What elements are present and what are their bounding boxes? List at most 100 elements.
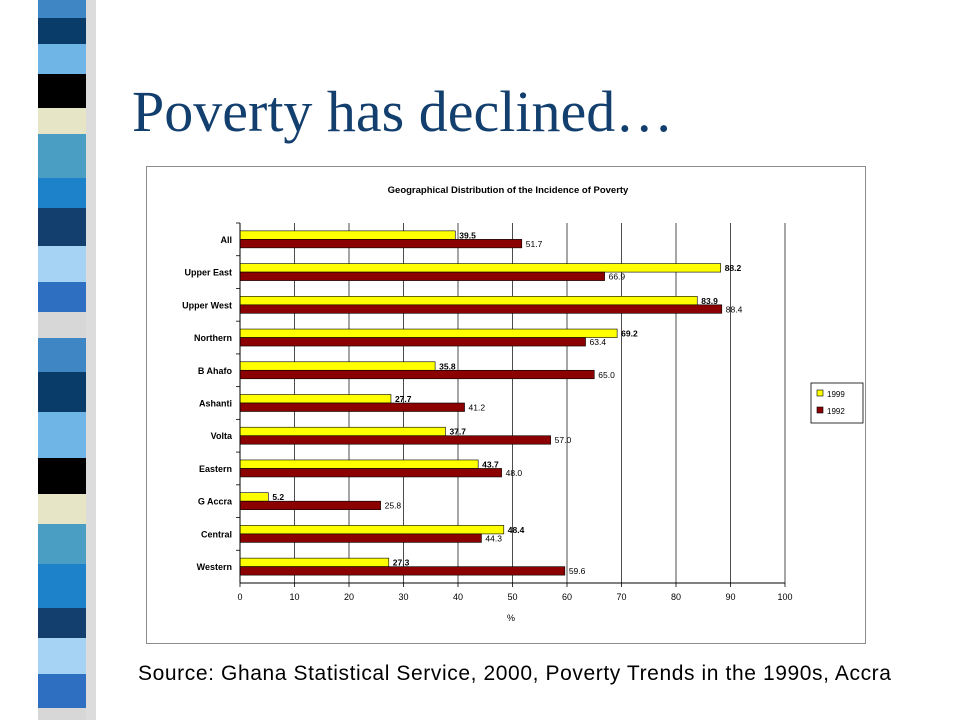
bar-1999 — [239, 263, 721, 273]
stripe-edge — [86, 0, 96, 720]
x-tick-label: 40 — [453, 592, 463, 602]
stripe-block — [38, 178, 88, 208]
data-label-1992: 48.0 — [506, 468, 523, 478]
data-label-1999: 83.9 — [701, 296, 718, 306]
data-label-1992: 44.3 — [485, 533, 502, 543]
bar-1992 — [239, 500, 381, 510]
bar-1992 — [239, 402, 465, 412]
data-label-1992: 51.7 — [526, 239, 543, 249]
bar-1999 — [239, 459, 479, 469]
stripe-block — [38, 338, 88, 372]
data-label-1999: 88.2 — [725, 263, 742, 273]
legend-box — [810, 382, 864, 424]
data-label-1999: 43.7 — [482, 459, 499, 469]
legend-swatch-1992 — [816, 406, 824, 414]
data-label-1999: 48.4 — [508, 525, 525, 535]
bar-1992 — [239, 369, 595, 380]
chart-frame: Geographical Distribution of the Inciden… — [146, 166, 866, 644]
stripe-block — [38, 708, 88, 720]
x-tick-label: 30 — [398, 592, 408, 602]
bar-1992 — [239, 239, 523, 249]
stripe-block — [38, 74, 88, 108]
bar-1999 — [239, 230, 456, 240]
legend-swatch-1999 — [816, 389, 824, 397]
x-tick-label: 10 — [289, 592, 299, 602]
bar-1992 — [239, 337, 586, 347]
data-label-1992: 57.0 — [555, 435, 572, 445]
stripe-block — [38, 564, 88, 608]
data-label-1992: 63.4 — [590, 337, 607, 347]
stripe-block — [38, 674, 88, 708]
decorative-stripe — [38, 0, 96, 720]
bar-1999 — [239, 525, 505, 535]
stripe-block — [38, 282, 88, 312]
stripe-block — [38, 524, 88, 564]
x-tick-label: 20 — [344, 592, 354, 602]
x-tick-label: 100 — [777, 592, 792, 602]
y-category-label: Ashanti — [199, 399, 232, 409]
data-label-1992: 25.8 — [385, 501, 402, 511]
axes: 0 10 20 30 40 50 60 70 80 90 100 All Upper East Upper… — [182, 222, 793, 602]
y-category-label: All — [220, 235, 232, 245]
y-category-label: Central — [201, 529, 232, 539]
y-category-label: Northern — [194, 333, 232, 343]
bar-1999 — [239, 361, 436, 371]
y-category-label: B Ahafo — [198, 366, 233, 376]
data-label-1992: 41.2 — [469, 403, 486, 413]
data-label-1999: 27.3 — [393, 558, 410, 568]
legend-label-1992: 1992 — [827, 407, 845, 416]
bar-1992 — [239, 271, 605, 281]
data-label-1999: 5.2 — [272, 492, 284, 502]
bar-1992 — [239, 468, 502, 478]
x-tick-label: 0 — [237, 592, 242, 602]
y-category-label: Eastern — [199, 464, 232, 474]
stripe-block — [38, 312, 88, 338]
legend: 1999 1992 — [810, 382, 864, 424]
y-category-label: Western — [197, 562, 232, 572]
stripe-block — [38, 0, 88, 18]
stripe-block — [38, 134, 88, 178]
gridlines — [294, 223, 786, 583]
stripe-block — [38, 108, 88, 134]
bar-chart: Geographical Distribution of the Inciden… — [182, 185, 864, 623]
data-label-1999: 37.7 — [449, 427, 466, 437]
slide-title: Poverty has declined… — [132, 79, 674, 144]
data-label-1992: 66.9 — [609, 272, 626, 282]
data-label-1992: 88.4 — [726, 304, 743, 314]
bar-1999 — [239, 426, 446, 437]
stripe-block — [38, 18, 88, 44]
stripe-block — [38, 208, 88, 246]
bar-1999 — [239, 394, 392, 404]
stripe-block — [38, 638, 88, 674]
bar-1992 — [239, 533, 482, 543]
stripe-block — [38, 494, 88, 524]
bar-1999 — [239, 328, 618, 338]
stripe-block — [38, 246, 88, 282]
data-label-1992: 65.0 — [598, 370, 615, 380]
y-category-label: Upper West — [182, 300, 232, 310]
bar-1999 — [239, 557, 390, 567]
stripe-block — [38, 458, 88, 494]
data-label-1999: 35.8 — [439, 361, 456, 371]
source-citation: Source: Ghana Statistical Service, 2000,… — [138, 662, 892, 685]
y-category-label: G Accra — [198, 497, 233, 507]
stripe-block — [38, 608, 88, 638]
y-category-label: Upper East — [184, 268, 232, 278]
data-label-1999: 27.7 — [395, 394, 412, 404]
x-tick-label: 70 — [616, 592, 626, 602]
bar-1999 — [239, 296, 698, 306]
x-axis-label: % — [507, 613, 515, 623]
stripe-block — [38, 412, 88, 458]
data-label-1999: 69.2 — [621, 329, 638, 339]
x-tick-label: 80 — [671, 592, 681, 602]
bar-1992 — [239, 566, 566, 576]
stripe-block — [38, 372, 88, 412]
x-tick-label: 60 — [562, 592, 572, 602]
stripe-block — [38, 44, 88, 74]
bar-1999 — [239, 492, 269, 502]
bars: 39.5 51.7 88.2 66.9 83.9 88.4 69.2 63.4 35.8 65.0… — [239, 230, 743, 576]
data-label-1992: 59.6 — [569, 566, 586, 576]
y-category-label: Volta — [211, 431, 233, 441]
chart-title: Geographical Distribution of the Inciden… — [388, 185, 629, 196]
legend-label-1999: 1999 — [827, 390, 845, 399]
